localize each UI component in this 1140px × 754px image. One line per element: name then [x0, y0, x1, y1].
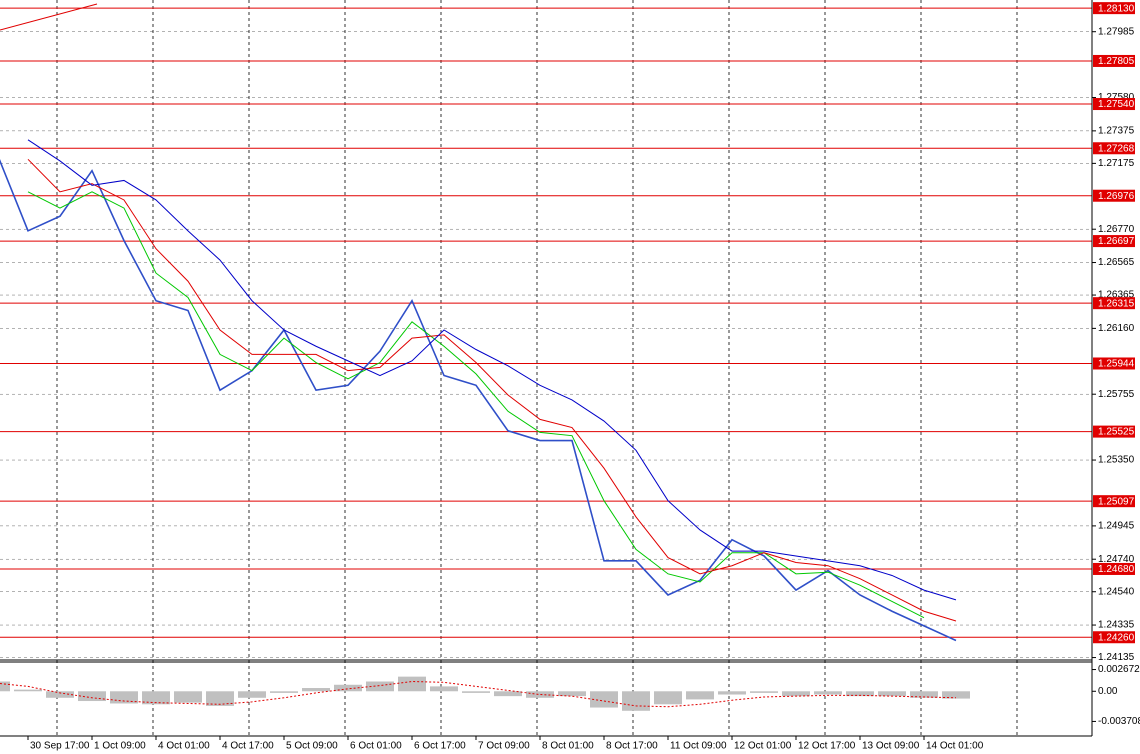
x-tick-label: 11 Oct 09:00	[670, 741, 727, 752]
histogram-bar	[174, 691, 202, 703]
level-label: 1.27805	[1098, 56, 1135, 67]
histogram-bar	[46, 691, 74, 698]
y-tick-label: 1.27375	[1098, 126, 1135, 137]
histogram-bar	[942, 691, 970, 699]
grid	[0, 0, 1092, 736]
y-tick-label: 1.24335	[1098, 620, 1135, 631]
y-tick-label: 0.00	[1098, 686, 1118, 697]
histogram-bar	[686, 691, 714, 700]
histogram-bar	[238, 691, 266, 698]
x-tick-label: 6 Oct 17:00	[414, 741, 466, 752]
level-box	[1093, 54, 1135, 67]
level-label: 1.27540	[1098, 99, 1135, 110]
histogram-bar	[462, 691, 490, 693]
histogram-bar	[270, 691, 298, 693]
y-tick-label: 1.26565	[1098, 257, 1135, 268]
y-tick-label: 0.002672	[1098, 664, 1140, 675]
histogram-bar	[558, 691, 586, 697]
histogram-bar	[0, 681, 10, 692]
level-box	[1093, 562, 1135, 575]
histogram-bar	[366, 681, 394, 692]
level-label: 1.26697	[1098, 236, 1135, 247]
level-box	[1093, 189, 1135, 202]
histogram-bar	[494, 691, 522, 697]
histogram-bar	[622, 691, 650, 711]
y-tick-label: 1.24540	[1098, 586, 1135, 597]
level-label: 1.28130	[1098, 3, 1135, 14]
y-tick-label: 1.27175	[1098, 158, 1135, 169]
level-label: 1.24680	[1098, 564, 1135, 575]
y-tick-label: 1.27985	[1098, 26, 1135, 37]
histogram-bar	[430, 686, 458, 692]
histogram-bar	[654, 691, 682, 705]
y-tick-label: -0.003708	[1098, 716, 1140, 727]
histogram-bar	[590, 691, 618, 708]
x-tick-label: 6 Oct 01:00	[350, 741, 402, 752]
y-tick-label: 1.26160	[1098, 323, 1135, 334]
histogram-bar	[750, 691, 778, 693]
y-tick-label: 1.26770	[1098, 224, 1135, 235]
histogram-bar	[526, 691, 554, 698]
level-box	[1093, 297, 1135, 310]
level-label: 1.25525	[1098, 427, 1135, 438]
histogram-bar	[206, 691, 234, 706]
moving-average	[27, 139, 957, 601]
y-tick-label: 1.27580	[1098, 92, 1135, 103]
x-tick-label: 14 Oct 01:00	[926, 741, 984, 752]
x-tick-label: 1 Oct 09:00	[94, 741, 146, 752]
x-tick-label: 5 Oct 09:00	[286, 741, 338, 752]
histogram-bar	[302, 688, 330, 692]
histogram-bar	[334, 684, 362, 692]
y-tick-label: 1.26365	[1098, 290, 1135, 301]
x-tick-label: 7 Oct 09:00	[478, 741, 530, 752]
histogram-bar	[846, 691, 874, 697]
oscillator-panel	[0, 676, 970, 711]
histogram-bar	[878, 691, 906, 697]
level-box	[1093, 357, 1135, 370]
x-tick-label: 12 Oct 01:00	[734, 741, 792, 752]
x-tick-label: 8 Oct 17:00	[606, 741, 658, 752]
level-box	[1093, 425, 1135, 438]
price-panel	[0, 7, 1092, 642]
moving-average	[27, 158, 957, 622]
moving-average	[27, 191, 925, 619]
level-label: 1.25097	[1098, 496, 1135, 507]
x-tick-label: 30 Sep 17:00	[30, 741, 90, 752]
level-label: 1.27268	[1098, 143, 1135, 154]
x-tick-label: 12 Oct 17:00	[798, 741, 856, 752]
histogram-bar	[398, 676, 426, 692]
level-label: 1.25944	[1098, 359, 1135, 370]
level-box	[1093, 631, 1135, 644]
price-line	[0, 158, 957, 642]
y-tick-label: 1.25755	[1098, 389, 1135, 400]
histogram-bar	[718, 691, 746, 695]
histogram-bar	[110, 691, 138, 704]
x-tick-label: 8 Oct 01:00	[542, 741, 594, 752]
level-box	[1093, 495, 1135, 508]
level-label: 1.24260	[1098, 632, 1135, 643]
y-tick-label: 1.24945	[1098, 521, 1135, 532]
x-tick-label: 4 Oct 01:00	[158, 741, 210, 752]
x-tick-label: 4 Oct 17:00	[222, 741, 274, 752]
level-box	[1093, 98, 1135, 111]
histogram-bar	[910, 691, 938, 698]
y-tick-label: 1.24740	[1098, 554, 1135, 565]
histogram-bar	[14, 689, 42, 692]
level-box	[1093, 2, 1135, 15]
histogram-bar	[78, 691, 106, 702]
level-box	[1093, 235, 1135, 248]
histogram-bar	[142, 691, 170, 705]
y-tick-label: 1.25350	[1098, 455, 1135, 466]
level-label: 1.26315	[1098, 298, 1135, 309]
x-tick-label: 13 Oct 09:00	[862, 741, 920, 752]
level-box	[1093, 142, 1135, 155]
level-label: 1.26976	[1098, 191, 1135, 202]
y-tick-label: 1.24135	[1098, 652, 1135, 663]
histogram-bar	[782, 691, 810, 697]
histogram-bar	[814, 691, 842, 695]
